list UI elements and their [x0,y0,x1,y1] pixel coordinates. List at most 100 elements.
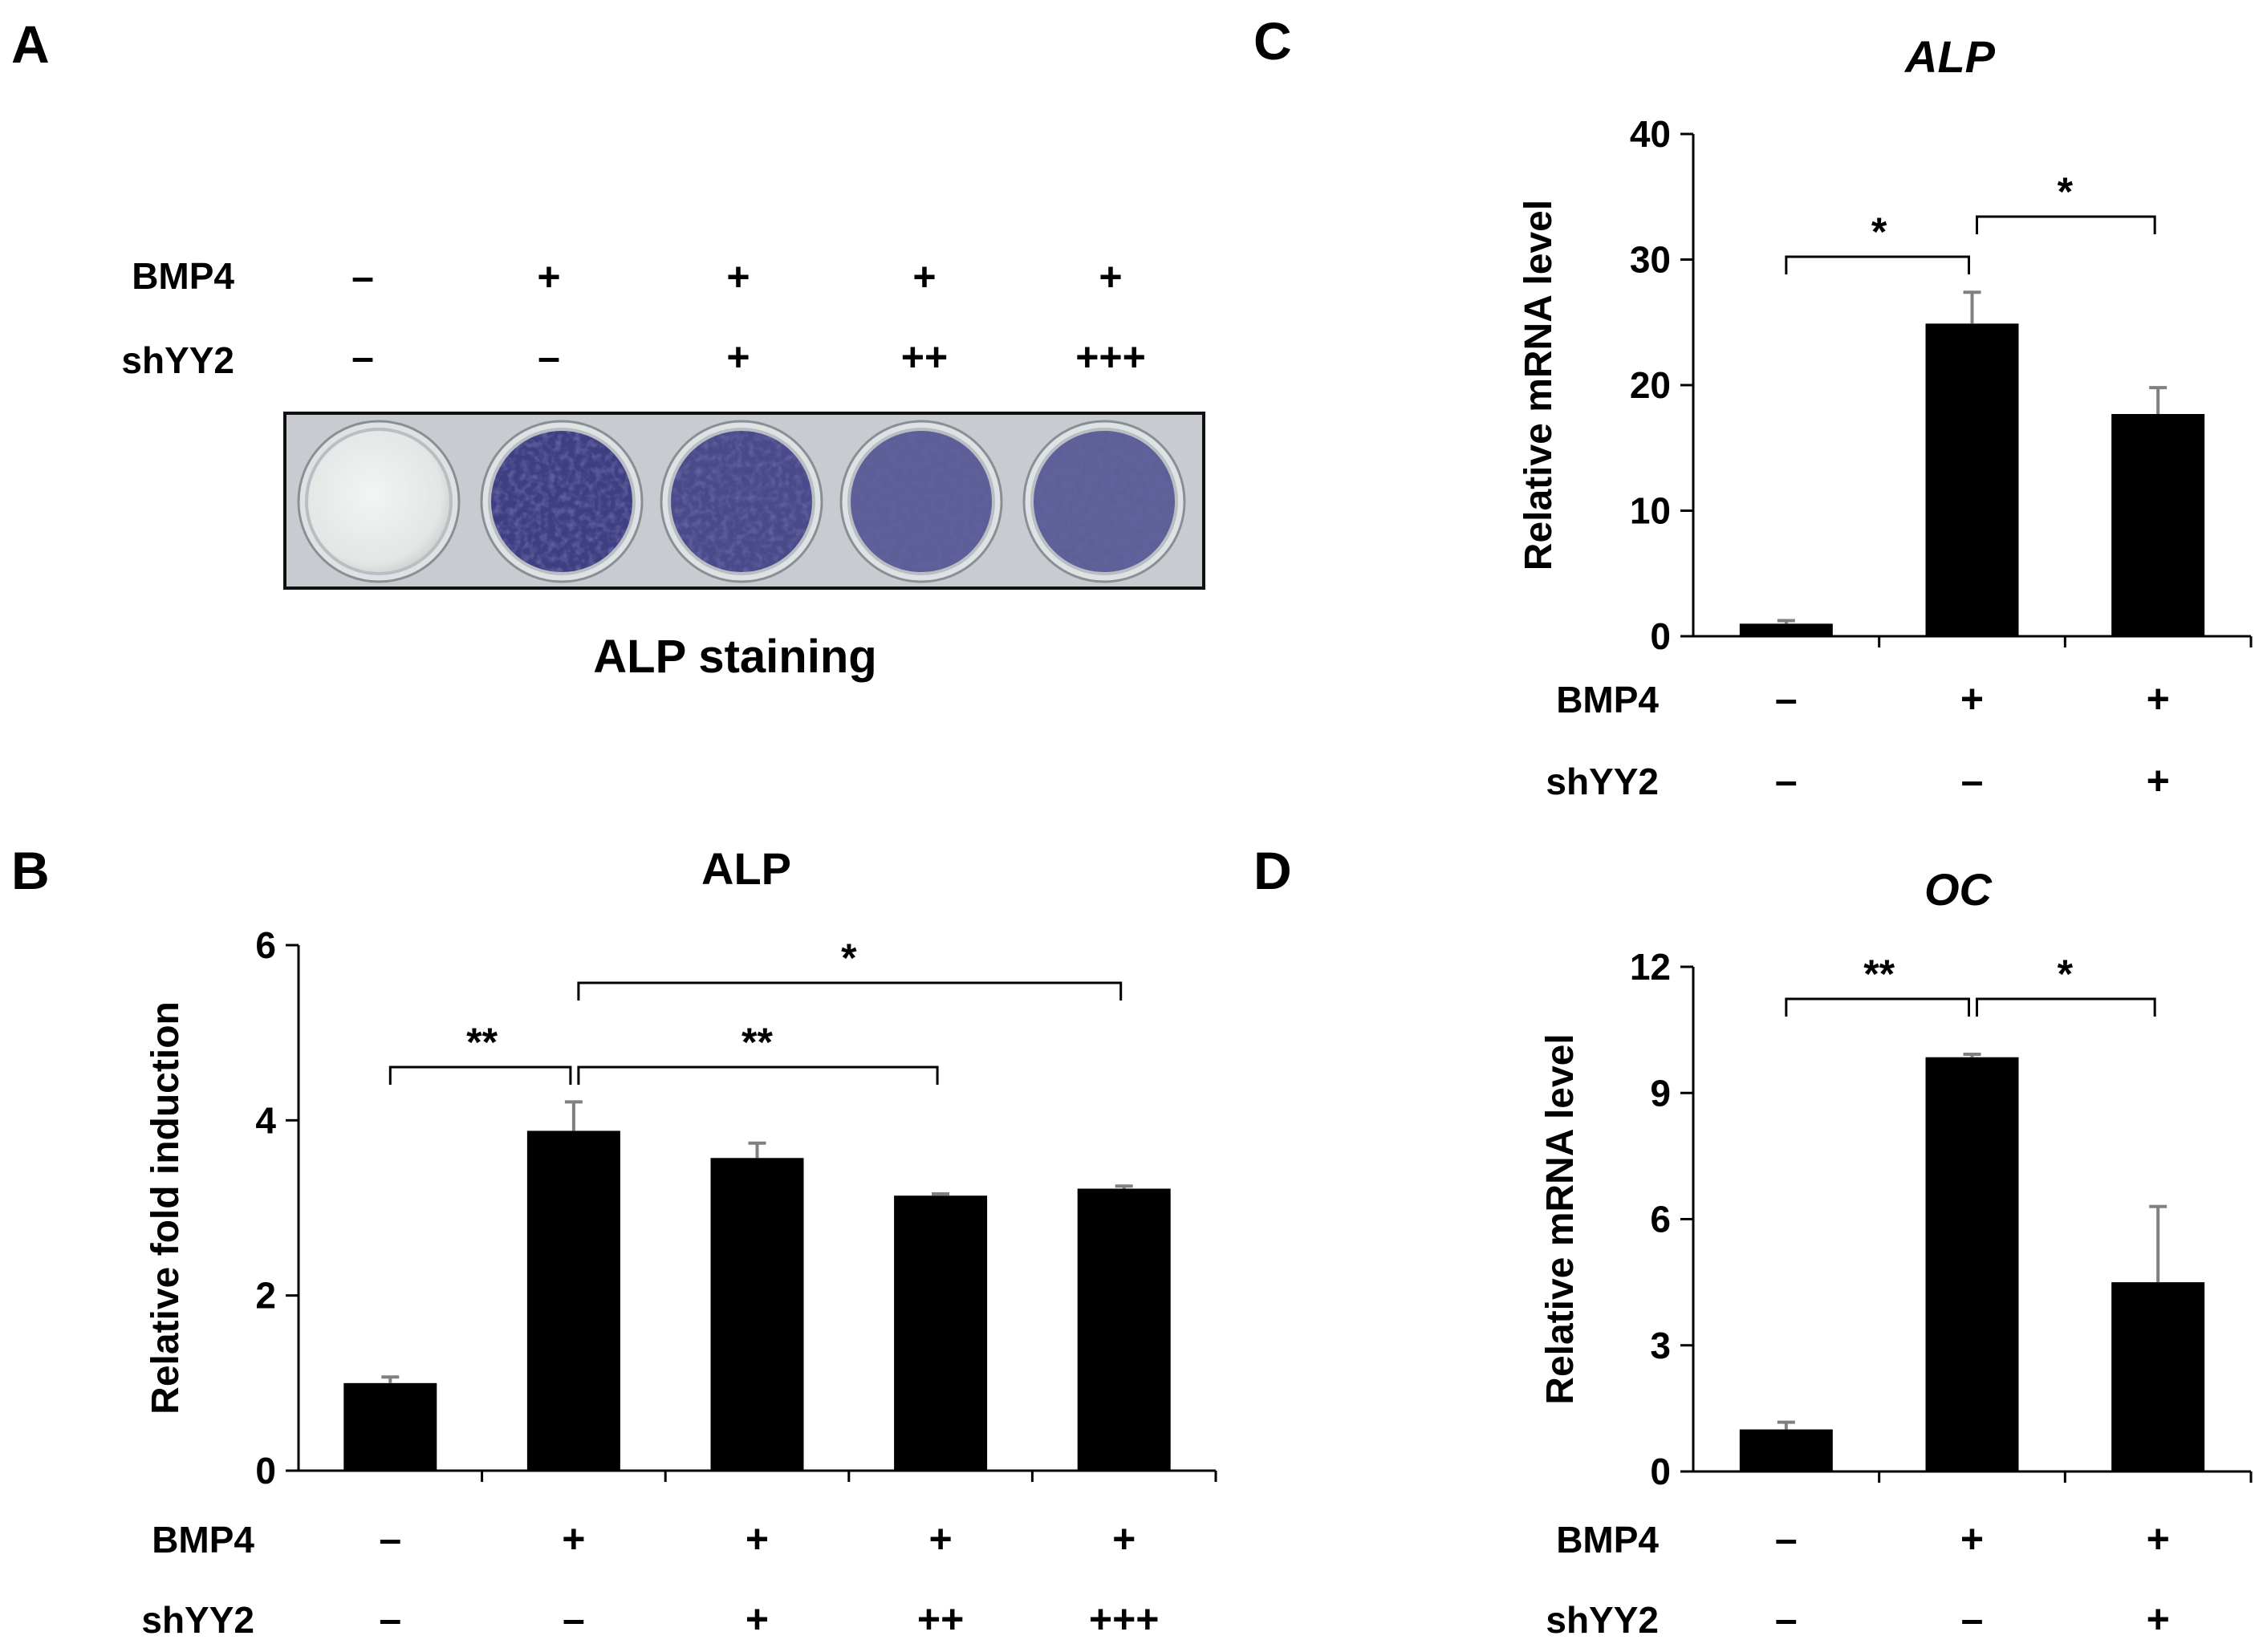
chart-d-bmp4-label: BMP4 [1556,1519,1659,1561]
chart-d-significance-bracket [1976,997,2156,1017]
chart-c-shyy2-value: + [2147,758,2170,803]
panel-a-shyy2-value: + [726,335,750,380]
well-edge [847,428,995,575]
chart-c-significance-label: * [1871,209,1887,254]
stain-speckle [490,429,634,574]
chart-c-bmp4-value: + [1960,676,1984,721]
chart-d-y-tick-label: 9 [1650,1072,1671,1114]
chart-b-bar [1077,1188,1171,1471]
panel-a-shyy2-value: ++ [901,335,948,380]
chart-c-title: ALP [1903,31,1996,82]
chart-b-significance-bracket [388,1065,572,1085]
panel-a-shyy2-label: shYY2 [121,339,234,381]
chart-d-significance-bracket [1785,997,1970,1017]
panel-a-bmp4-label: BMP4 [132,255,234,297]
chart-d-y-tick-label: 12 [1630,946,1671,988]
well-edge [488,428,636,575]
panel-a-bmp4-value: + [537,254,560,299]
chart-c-shyy2-label: shYY2 [1546,761,1659,802]
chart-b-bar [710,1158,804,1471]
panel-d-letter: D [1253,841,1292,900]
chart-d-bmp4-value: + [1960,1516,1984,1561]
stain-speckle [849,429,993,574]
chart-d-y-tick-label: 0 [1650,1451,1671,1492]
chart-b-shyy2-label: shYY2 [141,1599,254,1641]
chart-c-y-tick-label: 40 [1630,113,1671,155]
staining-caption: ALP staining [593,631,876,683]
chart-d-bmp4-value: + [2147,1516,2170,1561]
chart-b-bmp4-value: + [928,1516,952,1561]
chart-b-bmp4-value: – [379,1516,401,1561]
panel-a-condition-values: – + + + +– – + ++ +++ [351,254,1146,380]
chart-c-significance-bracket [1976,215,2156,234]
chart-b-shyy2-value: – [563,1597,585,1642]
plate-wells [297,420,1186,583]
chart-c-alp-mrna: ALP Relative mRNA level 0 10 20 30 40 * * BMP4 – + +… [1517,31,2253,803]
chart-d-significance-label: ** [1863,952,1895,996]
chart-b-bmp4-value: + [562,1516,585,1561]
chart-b-bmp4-value: + [746,1516,769,1561]
panel-a-shyy2-value: – [538,335,560,380]
chart-c-ylabel: Relative mRNA level [1517,200,1560,570]
chart-c-bar [1925,323,2019,636]
chart-c-bmp4-value: + [2147,676,2170,721]
well-edge [305,428,453,575]
chart-d-significance-label: * [2058,952,2074,996]
panel-a-shyy2-value: +++ [1075,335,1146,380]
chart-d-shyy2-value: – [1775,1597,1798,1642]
chart-d-bar [2111,1282,2205,1471]
chart-b-y-tick-label: 6 [255,924,276,966]
panel-a-bmp4-value: + [1099,254,1122,299]
chart-d-title: OC [1924,864,1993,915]
chart-d-y-tick-label: 3 [1650,1325,1671,1366]
chart-c-significance-bracket [1785,255,1970,274]
empty-well [307,429,451,574]
chart-c-y-tick-label: 10 [1630,490,1671,532]
panel-a-staining: BMP4 shYY2 – + + + +– – + ++ +++ ALP staining [121,254,1205,683]
chart-b-significance-bracket [577,1065,939,1085]
chart-b-ylabel: Relative fold induction [144,1001,187,1415]
chart-b-y-tick-label: 4 [255,1099,276,1141]
panel-a-bmp4-value: + [912,254,936,299]
chart-b-significance-bracket [577,981,1123,1001]
stain-speckle [1032,429,1176,574]
chart-c-shyy2-value: – [1775,758,1798,803]
chart-d-bar [1925,1057,2019,1471]
chart-b-bmp4-label: BMP4 [152,1519,254,1561]
chart-b-shyy2-value: + [746,1597,769,1642]
chart-c-y-tick-label: 0 [1650,615,1671,657]
panel-b-letter: B [11,841,50,900]
chart-b-significance-label: * [841,936,857,980]
chart-d-shyy2-value: + [2147,1597,2170,1642]
chart-b-title: ALP [701,843,791,894]
chart-b-shyy2-value: +++ [1089,1597,1160,1642]
chart-d-y-tick-label: 6 [1650,1199,1671,1240]
panel-a-bmp4-value: + [726,254,750,299]
chart-b-shyy2-value: ++ [917,1597,964,1642]
chart-d-bmp4-value: – [1775,1516,1798,1561]
chart-c-significance-label: * [2058,169,2074,214]
chart-b-bmp4-value: + [1112,1516,1136,1561]
chart-b-shyy2-value: – [379,1597,401,1642]
panel-a-letter: A [11,14,50,74]
chart-c-y-tick-label: 30 [1630,239,1671,281]
chart-b-bar [894,1195,988,1471]
chart-c-bmp4-value: – [1775,676,1798,721]
chart-c-bar [2111,413,2205,636]
chart-c-bmp4-label: BMP4 [1556,679,1659,720]
chart-d-ylabel: Relative mRNA level [1539,1033,1582,1404]
chart-d-shyy2-value: – [1961,1597,1984,1642]
chart-c-y-tick-label: 20 [1630,364,1671,406]
panel-a-bmp4-value: – [351,254,374,299]
chart-b-significance-label: ** [741,1020,773,1065]
chart-b-y-tick-label: 2 [255,1275,276,1317]
well-edge [1030,428,1178,575]
chart-c-shyy2-value: – [1961,758,1984,803]
panel-c-letter: C [1253,11,1292,71]
chart-b-significance-label: ** [466,1020,498,1065]
chart-c-bar [1739,623,1833,636]
chart-b-bar [343,1382,437,1471]
